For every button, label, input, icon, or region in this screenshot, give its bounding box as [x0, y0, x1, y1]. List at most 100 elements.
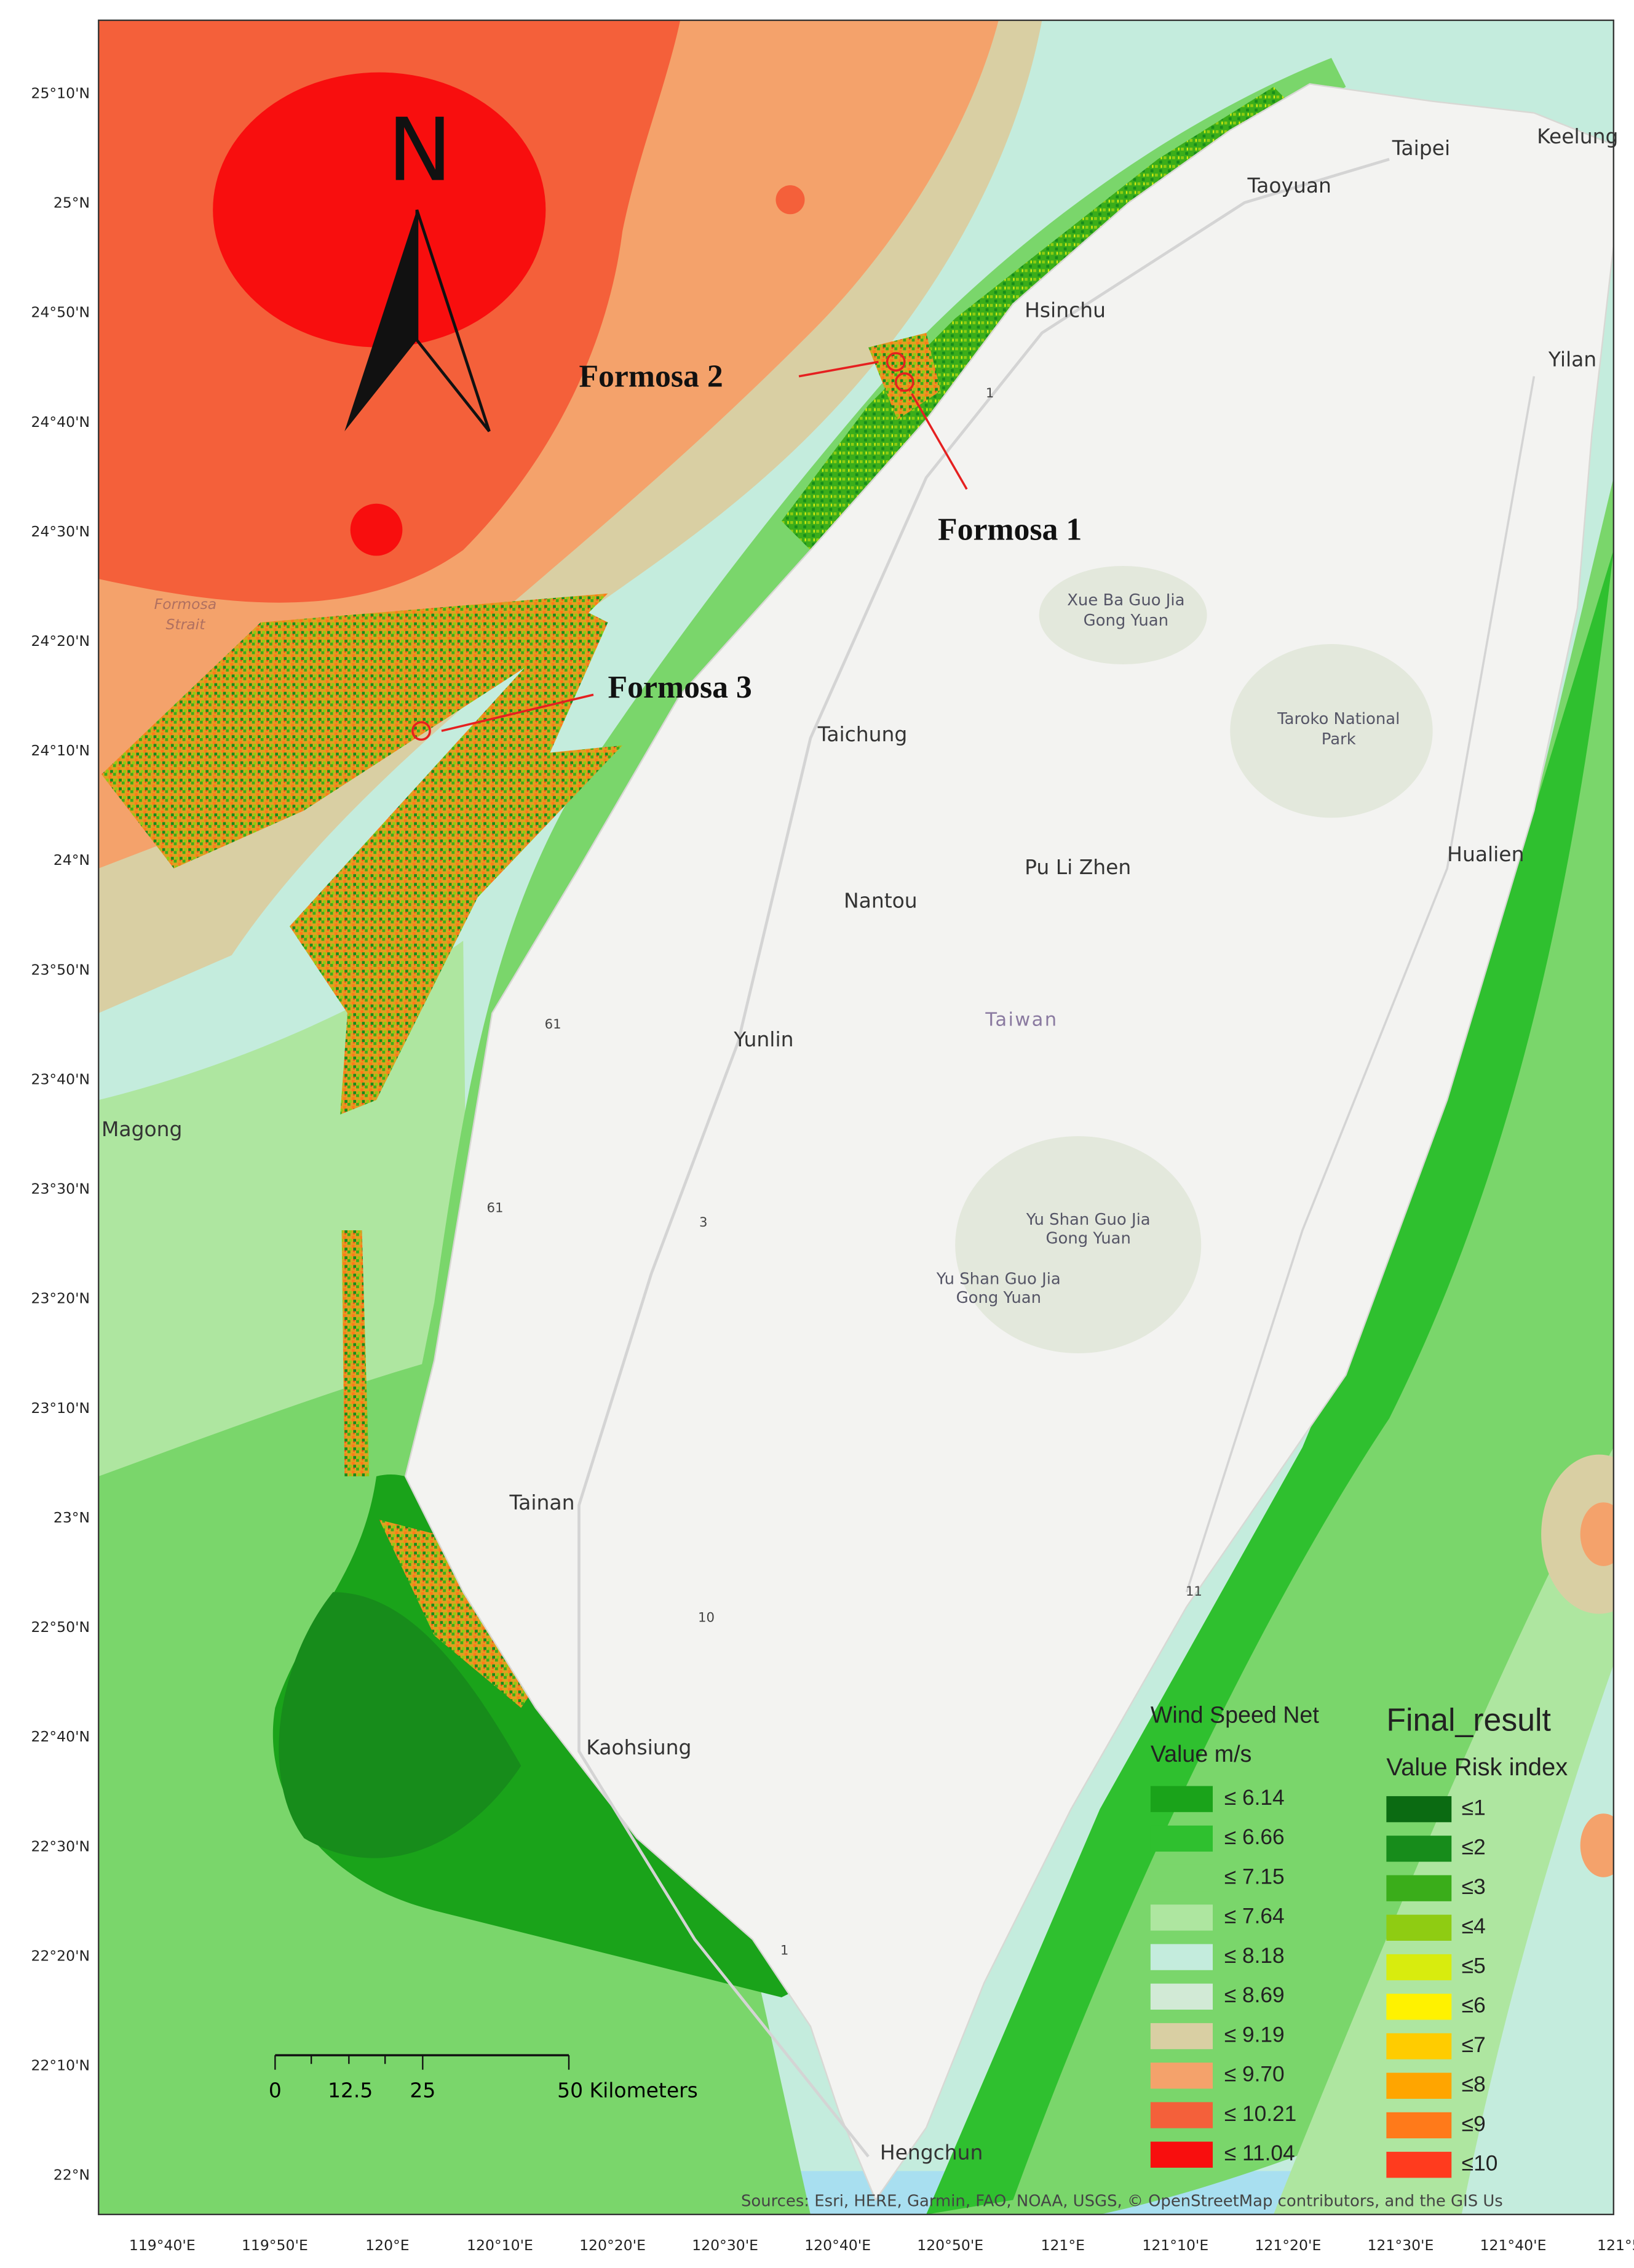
legend-swatch	[1386, 1796, 1452, 1823]
legend-label: ≤5	[1462, 1954, 1486, 1978]
places: Keelung Taipei Taoyuan Hsinchu Yilan Tai…	[101, 124, 1618, 2165]
wind-zone	[350, 503, 403, 556]
latitude-label: 24°40'N	[31, 413, 90, 431]
legend-swatch	[1150, 1944, 1213, 1970]
wind-zone	[775, 185, 805, 215]
legend-label: ≤7	[1462, 2033, 1486, 2057]
legend-swatch	[1386, 1994, 1452, 2020]
scale-bar: 0 12.5 25 50 Kilometers	[269, 2054, 698, 2102]
scale-label: 50 Kilometers	[557, 2078, 698, 2102]
legend-subtitle: Value m/s	[1151, 1741, 1252, 1767]
place-label: Nantou	[844, 888, 918, 912]
legend-title: Final_result	[1386, 1702, 1551, 1738]
longitude-label: 120°30'E	[692, 2237, 758, 2254]
legend-swatch	[1386, 1836, 1452, 1862]
place-label: Hsinchu	[1025, 298, 1106, 322]
place-label: Hualien	[1447, 842, 1524, 866]
risk-zone	[101, 593, 608, 869]
road-number: 11	[1186, 1583, 1202, 1599]
legend-swatch	[1150, 1786, 1213, 1812]
legend-label: ≤9	[1462, 2112, 1486, 2136]
legend-label: ≤ 11.04	[1224, 2141, 1295, 2165]
legend-swatch	[1386, 2033, 1452, 2059]
park-area	[1230, 644, 1433, 818]
graticule-labels: 25°10'N 25°N 24°50'N 24°40'N 24°30'N 24°20'N 2…	[31, 84, 1634, 2254]
region-label: Taiwan	[985, 1009, 1058, 1030]
legend-label: ≤1	[1462, 1796, 1486, 1820]
longitude-label: 120°40'E	[804, 2237, 871, 2254]
legend-swatch	[1386, 1914, 1452, 1941]
latitude-label: 24°20'N	[31, 632, 90, 650]
place-label: Keelung	[1537, 124, 1618, 148]
latitude-label: 22°20'N	[31, 1947, 90, 1964]
place-label: Pu Li Zhen	[1025, 855, 1131, 879]
legend-label: ≤ 8.18	[1224, 1944, 1285, 1968]
legend-swatch	[1150, 2141, 1213, 2168]
park-label: Gong Yuan	[1045, 1230, 1130, 1248]
latitude-label: 24°30'N	[31, 523, 90, 540]
wind-zone	[1580, 1502, 1614, 1566]
latitude-label: 22°10'N	[31, 2057, 90, 2074]
scale-label: 0	[269, 2078, 282, 2102]
latitude-label: 23°30'N	[31, 1180, 90, 1198]
road-number: 1	[780, 1943, 788, 1958]
place-label: Yunlin	[733, 1027, 793, 1051]
latitude-label: 22°50'N	[31, 1618, 90, 1636]
road-number: 3	[699, 1214, 707, 1230]
park-label: Xue Ba Guo Jia	[1067, 591, 1184, 610]
risk-zone	[341, 1230, 370, 1476]
legend-label: ≤ 10.21	[1224, 2102, 1296, 2126]
legend-label: ≤ 7.64	[1224, 1904, 1285, 1928]
road-number: 61	[487, 1200, 504, 1216]
longitude-label: 121°40'E	[1480, 2237, 1547, 2254]
longitude-label: 121°20'E	[1255, 2237, 1321, 2254]
road-number: 61	[545, 1016, 561, 1032]
annotation: Formosa 3	[608, 670, 752, 705]
scale-label: 25	[410, 2078, 435, 2102]
legend-swatch	[1150, 2023, 1213, 2050]
longitude-label: 120°10'E	[467, 2237, 533, 2254]
legend-swatch	[1386, 2112, 1452, 2139]
longitude-label: 120°50'E	[917, 2237, 983, 2254]
latitude-label: 23°N	[54, 1509, 90, 1526]
legend-swatch	[1150, 2063, 1213, 2089]
legend-swatch	[1150, 1864, 1213, 1892]
place-label: Yilan	[1548, 347, 1596, 371]
road-number: 10	[698, 1610, 715, 1625]
risk-zone	[781, 87, 1303, 551]
park-area	[1039, 565, 1207, 664]
latitude-label: 23°50'N	[31, 961, 90, 978]
annotation: Formosa 2	[579, 359, 723, 394]
longitude-label: 119°40'E	[129, 2237, 196, 2254]
legend-swatch	[1150, 1983, 1213, 2010]
legend-label: ≤2	[1462, 1836, 1486, 1860]
legend-label: ≤ 6.14	[1224, 1786, 1285, 1810]
longitude-label: 121°E	[1041, 2237, 1085, 2254]
place-label: Taipei	[1392, 136, 1450, 160]
park-label: Taroko National	[1277, 710, 1400, 728]
road	[1185, 376, 1536, 1593]
legend-swatch	[1386, 1875, 1452, 1901]
park-label: Yu Shan Guo Jia	[1026, 1211, 1151, 1229]
legend-label: ≤10	[1462, 2152, 1498, 2176]
wind-zone	[1541, 1454, 1614, 1614]
region-label: Strait	[165, 616, 205, 633]
north-arrow-label: N	[387, 100, 453, 201]
legends: ≤ 6.14 ≤ 6.66 ≤ 7.15 ≤ 7.64 ≤ 8.18 ≤ 8.69 ≤ 9.…	[1150, 1786, 1498, 2178]
latitude-label: 22°N	[54, 2167, 90, 2184]
latitude-label: 24°50'N	[31, 304, 90, 321]
legend-label: ≤4	[1462, 1914, 1486, 1938]
annotation: Formosa 1	[938, 512, 1082, 547]
latitude-label: 23°20'N	[31, 1290, 90, 1307]
risk-zone	[868, 333, 941, 420]
latitude-label: 25°10'N	[31, 84, 90, 101]
latitude-label: 22°30'N	[31, 1837, 90, 1855]
legend-swatch	[1386, 1954, 1452, 1981]
park-label: Park	[1322, 730, 1356, 749]
place-label: Tainan	[509, 1490, 575, 1514]
legend-label: ≤3	[1462, 1875, 1486, 1899]
risk-zone	[289, 608, 623, 1115]
park-label: Gong Yuan	[1084, 611, 1168, 630]
